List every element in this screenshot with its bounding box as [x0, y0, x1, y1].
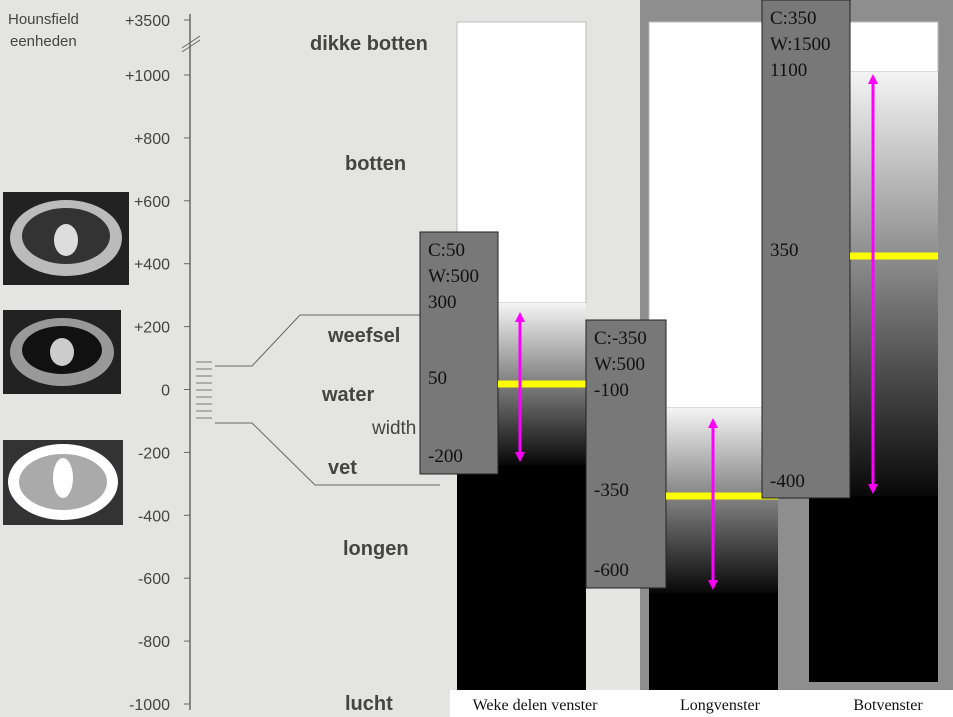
small-ticks [196, 361, 212, 419]
hu-scale: Hounsfield eenheden [8, 11, 201, 710]
window-text: C:50 [428, 240, 465, 261]
bracket [215, 314, 440, 486]
window-text: C:-350 [594, 328, 647, 349]
window-text: -100 [594, 380, 629, 401]
window-text: W:500 [594, 354, 645, 375]
scale-title: eenheden [10, 33, 77, 50]
scale-label: +600 [134, 194, 170, 211]
width-label: width [371, 418, 416, 439]
scale-label: -600 [138, 571, 170, 588]
scale-label: +1000 [125, 68, 170, 85]
window-caption: Longvenster [680, 697, 761, 714]
scale-label: +200 [134, 320, 170, 337]
window-text: -200 [428, 446, 463, 467]
tissue-label: longen [343, 538, 409, 560]
window-text: 350 [770, 240, 799, 261]
scale-label: -200 [138, 445, 170, 462]
window-text: C:350 [770, 8, 816, 29]
window-text: -600 [594, 560, 629, 581]
ct-thumbnails [3, 192, 129, 525]
window-text: W:1500 [770, 34, 831, 55]
caption-strip [450, 690, 953, 717]
scale-title: Hounsfield [8, 11, 79, 28]
scale-label: -1000 [129, 697, 170, 714]
window-text: 300 [428, 292, 457, 313]
window-caption: Weke delen venster [473, 697, 599, 714]
scale-label: +400 [134, 257, 170, 274]
info-box [585, 319, 667, 589]
tissue-label: water [321, 384, 374, 406]
scale-label: -400 [138, 508, 170, 525]
window-caption: Botvenster [853, 697, 923, 714]
window-text: 1100 [770, 60, 807, 81]
tissue-label: weefsel [327, 325, 400, 347]
window-black [457, 465, 586, 690]
window-white [648, 21, 779, 409]
tissue-label: vet [328, 457, 357, 479]
window-text: -400 [770, 471, 805, 492]
tissue-label: lucht [345, 693, 393, 715]
tissue-label: botten [345, 153, 406, 175]
info-box [419, 231, 499, 475]
window-text: W:500 [428, 266, 479, 287]
scale-label: +800 [134, 131, 170, 148]
window-black [809, 496, 938, 682]
window-text: 50 [428, 368, 447, 389]
window-text: -350 [594, 480, 629, 501]
window-black [649, 593, 778, 690]
info-box [761, 0, 851, 499]
tissue-label: dikke botten [310, 33, 428, 55]
scale-label: 0 [161, 383, 170, 400]
scale-label: -800 [138, 634, 170, 651]
scale-label: +3500 [125, 13, 170, 30]
